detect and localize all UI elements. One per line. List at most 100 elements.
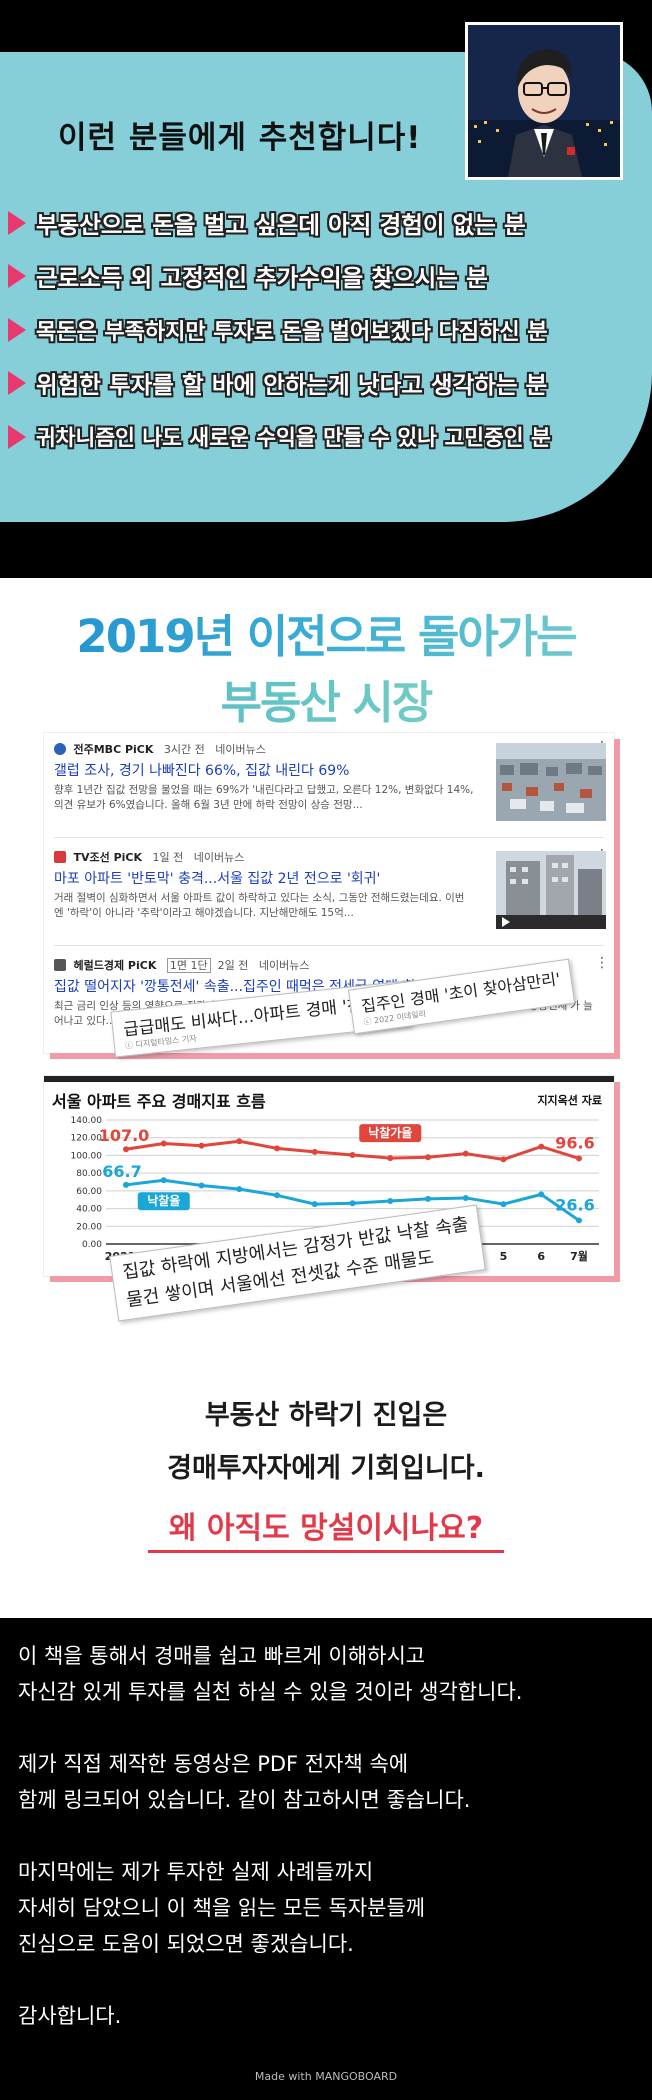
data-point [236, 1138, 243, 1145]
data-point [349, 1151, 356, 1158]
data-value-label: 96.6 [555, 1133, 594, 1152]
news-snippet: 거래 절벽이 심화하면서 서울 아파트 값이 하락하고 있다는 소식, 그동안 … [54, 892, 465, 919]
y-tick-label: 120.00 [71, 1134, 103, 1144]
triangle-bullet-icon [8, 317, 26, 342]
x-tick-label: 5 [500, 1250, 508, 1263]
recommend-item: 부동산으로 돈을 벌고 싶은데 아직 경험이 없는 분 [8, 196, 648, 250]
market-headline: 2019년 이전으로 돌아가는 [0, 600, 652, 665]
series-name-label: 낙찰율 [147, 1193, 180, 1208]
news-divider [54, 945, 604, 946]
data-point [387, 1198, 394, 1205]
y-tick-label: 60.00 [76, 1187, 102, 1197]
y-tick-label: 20.00 [76, 1222, 102, 1232]
data-point [123, 1181, 129, 1188]
recommend-item: 위험한 투자를 할 바에 안하는게 낫다고 생각하는 분 [8, 357, 648, 411]
recommend-section: 이런 분들에게 추천합니다! 부동산으로 돈을 벌고 [0, 0, 652, 580]
data-value-label: 26.6 [555, 1195, 594, 1214]
news-platform: 네이버뉴스 [193, 851, 245, 864]
closing-section: 이 책을 통해서 경매를 쉽고 빠르게 이해하시고 자신감 있게 투자를 실천 … [0, 1618, 652, 2100]
data-point [198, 1142, 205, 1149]
recommend-list: 부동산으로 돈을 벌고 싶은데 아직 경험이 없는 분 근로소득 외 고정적인 … [8, 196, 648, 464]
data-point [198, 1182, 205, 1189]
y-tick-label: 100.00 [71, 1151, 103, 1161]
news-meta: 헤럴드경제 PiCK 1면 1단 2일 전 네이버뉴스 [54, 957, 309, 973]
more-options-icon[interactable]: ⋮ [595, 955, 609, 971]
cta-underline [148, 1550, 504, 1553]
news-time: 2일 전 [217, 959, 249, 972]
author-portrait [465, 22, 623, 180]
data-point [236, 1186, 243, 1193]
recommend-item-text: 부동산으로 돈을 벌고 싶은데 아직 경험이 없는 분 [36, 210, 526, 239]
news-source: 전주MBC PiCK [73, 743, 154, 756]
publisher-logo-icon [54, 743, 66, 755]
chart-topbar [44, 1076, 614, 1082]
data-point [160, 1177, 167, 1184]
news-headline[interactable]: 갤럽 조사, 경기 나빠진다 66%, 집값 내린다 69% [54, 763, 350, 779]
closing-text: 함께 링크되어 있습니다. 같이 참고하시면 좋습니다. [18, 1788, 471, 1812]
news-source: 헤럴드경제 PiCK [73, 959, 157, 972]
triangle-bullet-icon [8, 371, 26, 396]
data-value-label: 66.7 [102, 1162, 141, 1181]
recommend-item-text: 귀차니즘인 나도 새로운 수익을 만들 수 있나 고민중인 분 [36, 426, 551, 452]
closing-text: 감사합니다. [18, 2004, 122, 2028]
data-value-label: 107.0 [99, 1126, 150, 1145]
y-tick-label: 40.00 [76, 1205, 102, 1215]
y-tick-label: 140.00 [71, 1116, 103, 1126]
news-time: 1일 전 [152, 851, 184, 864]
closing-text: 자신감 있게 투자를 실천 하실 수 있을 것이라 생각합니다. [18, 1680, 523, 1704]
news-item[interactable]: TV조선 PiCK 1일 전 네이버뉴스 ⋮ 마포 아파트 '반토막' 충격..… [54, 841, 609, 946]
data-point [311, 1148, 318, 1155]
data-point [123, 1146, 129, 1153]
data-point [349, 1200, 356, 1207]
data-point [500, 1201, 507, 1208]
news-headline[interactable]: 마포 아파트 '반토막' 충격...서울 집값 2년 전으로 '회귀' [54, 871, 381, 887]
x-tick-label: 7월 [570, 1249, 588, 1263]
recommend-title: 이런 분들에게 추천합니다! [58, 120, 422, 156]
chart-source: 지지옥션 자료 [537, 1094, 602, 1107]
news-platform: 네이버뉴스 [215, 743, 266, 756]
news-item[interactable]: 전주MBC PiCK 3시간 전 네이버뉴스 ⋮ 갤럽 조사, 경기 나빠진다 … [54, 733, 609, 838]
news-divider [54, 837, 604, 838]
chart-title: 서울 아파트 주요 경매지표 흐름 [52, 1092, 266, 1111]
closing-text: 이 책을 통해서 경매를 쉽고 빠르게 이해하시고 [18, 1644, 426, 1668]
city-aerial-image [496, 743, 606, 821]
data-point [425, 1195, 431, 1202]
recommend-item-text: 위험한 투자를 할 바에 안하는게 낫다고 생각하는 분 [36, 371, 548, 400]
publisher-logo-icon [54, 851, 66, 863]
recommend-item-text: 근로소득 외 고정적인 추가수익을 찾으시는 분 [36, 264, 488, 293]
news-meta: 전주MBC PiCK 3시간 전 네이버뉴스 [54, 741, 266, 757]
news-thumbnail[interactable] [496, 743, 606, 821]
closing-text: 마지막에는 제가 투자한 실제 사례들까지 [18, 1860, 374, 1884]
recommend-item: 귀차니즘인 나도 새로운 수익을 만들 수 있나 고민중인 분 [8, 410, 648, 464]
data-point [274, 1145, 280, 1152]
cta-line: 부동산 하락기 진입은 [204, 1400, 448, 1431]
news-source: TV조선 PiCK [73, 851, 143, 864]
data-point [576, 1217, 582, 1224]
cta-question: 왜 아직도 망설이시나요? [168, 1511, 484, 1546]
x-tick-label: 6 [537, 1250, 545, 1263]
apartment-video-image [496, 851, 606, 929]
recommend-item-text: 목돈은 부족하지만 투자로 돈을 벌어보겠다 다짐하신 분 [36, 319, 548, 345]
closing-text: 제가 직접 제작한 동영상은 PDF 전자책 속에 [18, 1752, 409, 1776]
data-point [462, 1150, 469, 1157]
data-point [538, 1191, 545, 1198]
news-thumbnail[interactable] [496, 851, 606, 929]
recommend-item: 목돈은 부족하지만 투자로 돈을 벌어보겠다 다짐하신 분 [8, 303, 648, 357]
data-point [538, 1143, 545, 1150]
closing-text: 자세히 담았으니 이 책을 읽는 모든 독자분들께 [18, 1896, 426, 1920]
y-tick-label: 80.00 [76, 1169, 102, 1179]
data-point [462, 1194, 469, 1201]
news-time: 3시간 전 [163, 743, 205, 756]
data-point [311, 1201, 318, 1208]
news-meta: TV조선 PiCK 1일 전 네이버뉴스 [54, 849, 244, 865]
market-subheadline: 부동산 시장 [0, 666, 652, 731]
triangle-bullet-icon [8, 424, 26, 449]
y-tick-label: 0.00 [82, 1240, 102, 1250]
series-name-tag [137, 1192, 190, 1211]
author-illustration [468, 25, 620, 177]
cta-line: 경매투자자에게 기회입니다. [167, 1453, 485, 1484]
news-platform: 네이버뉴스 [258, 959, 310, 972]
data-point [425, 1154, 431, 1161]
series-name-label: 낙찰가율 [368, 1125, 412, 1140]
data-point [387, 1155, 394, 1162]
